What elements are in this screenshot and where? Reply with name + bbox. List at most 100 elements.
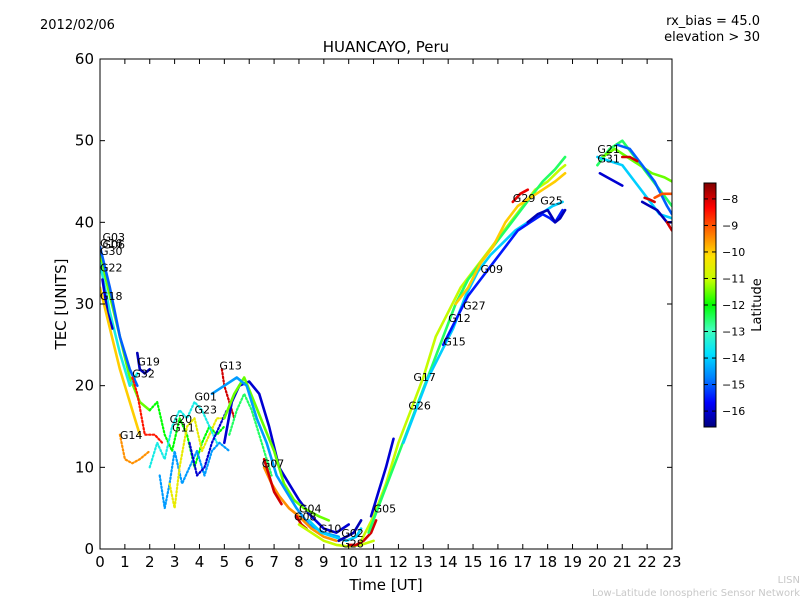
x-tick-label: 17	[513, 553, 532, 571]
series-rise-1	[359, 163, 567, 543]
chart-title: HUANCAYO, Peru	[323, 38, 449, 56]
x-tick-label: 5	[220, 553, 230, 571]
x-axis-label: Time [UT]	[348, 576, 422, 594]
y-tick-label: 10	[75, 458, 94, 476]
series-g07-red	[262, 457, 283, 506]
series-g05-blue	[369, 437, 395, 518]
series-g13-red	[220, 368, 236, 420]
sat-label-g02: G02	[341, 527, 364, 540]
sat-label-g06: G06	[103, 239, 126, 252]
sat-label-g10: G10	[319, 523, 342, 536]
x-tick-label: 3	[170, 553, 180, 571]
rx-bias-label: rx_bias = 45.0	[666, 14, 760, 29]
series-late-2	[601, 147, 672, 183]
series-rise-3	[402, 200, 564, 445]
sat-label-g32: G32	[132, 368, 155, 381]
series-late-8	[620, 155, 639, 163]
series-rise-2	[367, 155, 567, 535]
series-rise-6	[454, 172, 567, 306]
sat-label-g30: G30	[100, 245, 123, 258]
series-rise-5	[526, 208, 567, 224]
series-trough-1	[297, 523, 375, 548]
x-tick-label: 16	[488, 553, 507, 571]
y-tick-label: 30	[75, 295, 94, 313]
sat-label-g03: G03	[103, 231, 126, 244]
sat-label-g15: G15	[443, 336, 466, 349]
x-tick-label: 6	[244, 553, 254, 571]
date-label: 2012/02/06	[40, 18, 115, 33]
series-morning-d	[148, 400, 218, 469]
x-tick-label: 23	[662, 553, 681, 571]
x-tick-label: 8	[294, 553, 304, 571]
sat-label-g13: G13	[219, 359, 242, 372]
y-tick-label: 0	[84, 540, 94, 558]
x-tick-label: 7	[269, 553, 279, 571]
sat-label-g31: G31	[597, 153, 620, 166]
x-tick-label: 13	[414, 553, 433, 571]
y-tick-label: 60	[75, 50, 94, 68]
series-morning-c	[168, 417, 226, 510]
elevation-label: elevation > 30	[664, 30, 760, 45]
colorbar-tick-label: −11	[722, 272, 745, 285]
sat-label-g12: G12	[448, 312, 471, 325]
x-tick-label: 19	[563, 553, 582, 571]
series-lead-3	[100, 245, 139, 388]
colorbar-tick-label: −15	[722, 379, 745, 392]
sat-label-g17: G17	[413, 371, 436, 384]
sat-label-g05: G05	[374, 502, 397, 515]
series-g02-blue	[337, 519, 363, 543]
series-mid-1	[223, 380, 351, 535]
sat-label-g07: G07	[262, 457, 285, 470]
sat-label-g11: G11	[172, 421, 195, 434]
series-late-5	[598, 172, 624, 187]
sat-label-g23: G23	[195, 403, 218, 416]
sat-label-g09: G09	[481, 263, 504, 276]
x-tick-label: 1	[120, 553, 130, 571]
series-lead-2	[100, 261, 139, 388]
x-tick-label: 15	[463, 553, 482, 571]
footer: LISN Low-Latitude Ionospheric Sensor Net…	[592, 574, 800, 600]
x-tick-label: 22	[638, 553, 657, 571]
sat-label-g19: G19	[137, 355, 160, 368]
sat-label-g26: G26	[408, 399, 431, 412]
sat-label-g01: G01	[195, 390, 218, 403]
x-tick-label: 12	[389, 553, 408, 571]
colorbar: −8 −9 −10 −11 −12 −13 −14 −15 −16 Latitude	[703, 182, 765, 428]
sat-label-g28: G28	[341, 537, 364, 550]
sat-label-g20: G20	[170, 413, 193, 426]
x-tick-label: 11	[364, 553, 383, 571]
x-tick-label: 0	[95, 553, 105, 571]
colorbar-tick-label: −10	[722, 246, 745, 259]
series-g19	[136, 351, 151, 375]
y-tick-label: 50	[75, 132, 94, 150]
series-morning-e	[188, 409, 228, 477]
colorbar-tick-label: −16	[722, 405, 745, 418]
series-g32	[131, 376, 164, 444]
colorbar-label: Latitude	[750, 278, 765, 332]
series-late-9	[643, 196, 656, 204]
sat-label-g14: G14	[120, 429, 143, 442]
series-lead-5	[100, 286, 142, 437]
series-morning-b	[158, 441, 231, 510]
x-tick-label: 14	[439, 553, 458, 571]
sat-label-g22: G22	[100, 261, 123, 274]
series-g28-red	[347, 519, 378, 547]
footer-network: Low-Latitude Ionospheric Sensor Network	[592, 588, 800, 599]
x-tick-label: 9	[319, 553, 329, 571]
series-lead-4	[101, 278, 114, 330]
x-tick-label: 10	[339, 553, 358, 571]
series-late-10	[665, 221, 672, 232]
sat-label-g29: G29	[513, 192, 536, 205]
sat-label-g18: G18	[100, 290, 123, 303]
x-tick-label: 2	[145, 553, 155, 571]
series-rise-4	[441, 208, 564, 347]
x-tick-label: 20	[588, 553, 607, 571]
series-late-7	[653, 192, 672, 200]
y-axis-label: TEC [UNITS]	[52, 259, 70, 351]
colorbar-tick-label: −12	[722, 299, 745, 312]
sat-label-g04: G04	[299, 502, 322, 515]
x-tick-label: 18	[538, 553, 557, 571]
series-late-3	[596, 155, 672, 220]
